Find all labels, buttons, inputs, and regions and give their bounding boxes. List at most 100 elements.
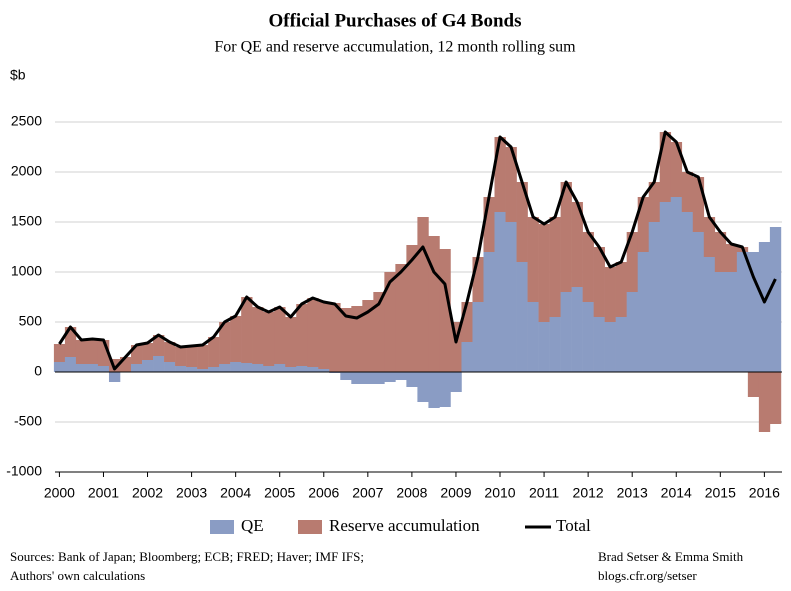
bar [119, 357, 132, 372]
legend-swatch [210, 520, 234, 534]
bar [318, 369, 330, 372]
bar [648, 182, 661, 222]
bar [86, 364, 99, 372]
bar [131, 345, 143, 364]
bar [108, 372, 121, 382]
legend-label: Reserve accumulation [329, 516, 480, 535]
bar [516, 182, 528, 262]
x-tick-label: 2000 [44, 485, 75, 501]
x-tick-label: 2012 [573, 485, 604, 501]
bar [626, 292, 639, 372]
bar [747, 252, 760, 372]
bar [53, 344, 66, 362]
bar [483, 252, 495, 372]
bar [318, 302, 330, 369]
y-tick-label: 500 [19, 313, 43, 329]
bar [362, 300, 374, 372]
x-tick-label: 2016 [749, 485, 780, 501]
chart-title: Official Purchases of G4 Bonds [269, 10, 522, 31]
bar [428, 236, 440, 372]
bar [64, 327, 77, 357]
bar [274, 364, 286, 372]
source-note: Sources: Bank of Japan; Bloomberg; ECB; … [10, 549, 364, 564]
bar [329, 303, 341, 372]
bar [637, 197, 650, 252]
bar [692, 232, 705, 372]
y-tick-label: 1500 [11, 213, 42, 229]
bar [340, 308, 352, 372]
bar [483, 197, 495, 252]
bar [549, 217, 561, 317]
y-tick-label: 1000 [11, 263, 42, 279]
bar [692, 177, 705, 232]
bar [538, 322, 550, 372]
bar [626, 232, 639, 292]
x-tick-label: 2006 [308, 485, 339, 501]
bar [549, 317, 561, 372]
bar [461, 302, 473, 342]
bar [450, 322, 462, 372]
y-tick-label: 2500 [11, 113, 42, 129]
bar [725, 272, 738, 372]
y-tick-label: 2000 [11, 163, 42, 179]
bar [417, 217, 429, 372]
bar [219, 322, 231, 364]
bar [527, 217, 539, 302]
bar [142, 343, 154, 360]
bar [439, 249, 451, 372]
x-tick-label: 2004 [220, 485, 251, 501]
credit: Brad Setser & Emma Smith [598, 549, 744, 564]
x-tick-label: 2014 [661, 485, 692, 501]
legend-label: QE [241, 516, 264, 535]
bar [604, 322, 616, 372]
bar [670, 142, 683, 197]
bar [263, 366, 275, 372]
bar [538, 224, 550, 322]
bar [252, 307, 264, 364]
bar [659, 202, 672, 372]
bar [373, 292, 385, 372]
bar [186, 346, 198, 367]
bar [175, 366, 187, 372]
bar [670, 197, 683, 372]
bar [307, 298, 319, 367]
bar [736, 252, 749, 372]
bar [758, 372, 771, 432]
bar [758, 242, 771, 372]
bar [494, 137, 506, 212]
bar [285, 317, 297, 367]
bar [659, 132, 672, 202]
bar [648, 222, 661, 372]
bar [263, 312, 275, 366]
bar [197, 345, 209, 369]
bar [395, 264, 407, 372]
bar [615, 262, 627, 317]
bar [197, 369, 209, 372]
bar [439, 372, 451, 407]
bar [714, 232, 727, 272]
bar [142, 360, 154, 372]
bar [637, 252, 650, 372]
bar [285, 367, 297, 372]
bar [472, 257, 484, 302]
x-tick-label: 2008 [396, 485, 427, 501]
bar [494, 212, 506, 372]
bar [219, 364, 231, 372]
bar [384, 272, 396, 372]
bar [97, 340, 110, 366]
bar [153, 335, 165, 356]
bar [384, 372, 396, 382]
bar [769, 372, 782, 424]
bar [714, 272, 727, 372]
bar [571, 202, 583, 287]
bar [164, 362, 176, 372]
bar [208, 367, 220, 372]
bar [175, 347, 187, 366]
bar [53, 362, 66, 372]
bar [604, 267, 616, 322]
bar [681, 212, 694, 372]
credit: blogs.cfr.org/setser [598, 568, 697, 583]
bar [230, 362, 242, 372]
x-tick-label: 2010 [484, 485, 515, 501]
bar [582, 302, 594, 372]
